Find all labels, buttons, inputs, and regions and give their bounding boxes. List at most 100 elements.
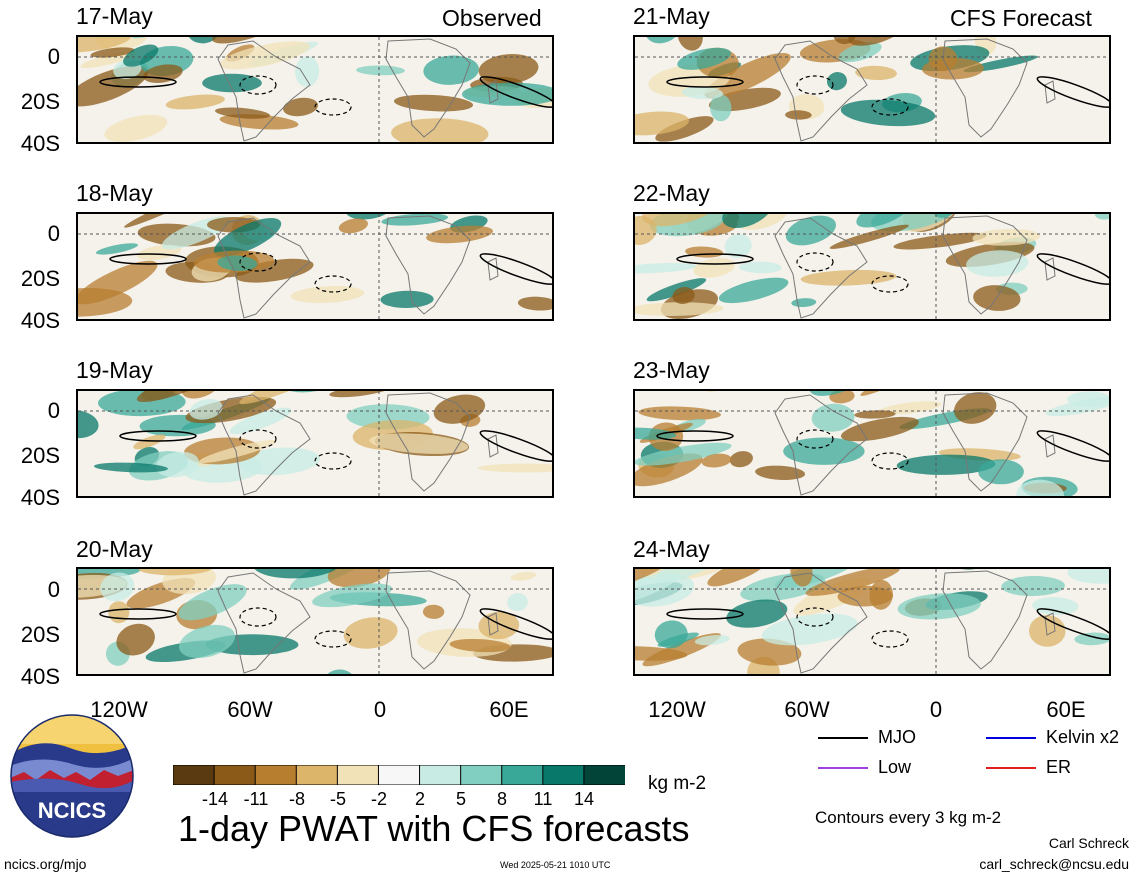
legend-er: ER — [1046, 757, 1072, 777]
south-america-outline — [774, 394, 868, 496]
pwat-anomaly-blob — [165, 94, 225, 110]
pwat-anomaly-blob — [694, 635, 730, 646]
pwat-anomaly-blob — [729, 451, 753, 468]
colorbar-tick: -8 — [288, 789, 305, 809]
legend-low: Low — [878, 757, 912, 777]
mjo-contour-negative — [871, 452, 909, 470]
pwat-field — [78, 37, 552, 142]
pwat-anomaly-blob — [229, 407, 292, 435]
lon-label-60w: 60W — [784, 697, 830, 722]
pwat-anomaly-blob — [972, 228, 1041, 246]
low-line-swatch — [818, 767, 868, 769]
contour-note: Contours every 3 kg m-2 — [815, 808, 1002, 827]
pwat-anomaly-blob — [202, 73, 262, 93]
pwat-anomaly-blob — [1095, 214, 1109, 220]
pwat-anomaly-blob — [327, 569, 391, 588]
mjo-contour-negative — [239, 75, 277, 95]
pwat-anomaly-blob — [181, 391, 221, 399]
footer-email: carl_schreck@ncsu.edu — [979, 856, 1129, 872]
colorbar-swatch — [336, 764, 380, 786]
pwat-anomaly-blob — [871, 214, 959, 232]
mjo-contour-negative — [314, 275, 352, 293]
mjo-contour-negative — [796, 607, 834, 627]
pwat-anomaly-blob — [345, 214, 393, 220]
kelvin-line-swatch — [986, 737, 1036, 739]
pwat-anomaly-blob — [978, 459, 1024, 485]
pwat-anomaly-blob — [1032, 597, 1079, 615]
pwat-anomaly-blob — [100, 572, 135, 602]
lon-label-60e: 60E — [489, 697, 529, 722]
pwat-anomaly-blob — [136, 391, 229, 403]
pwat-anomaly-blob — [672, 287, 695, 304]
lon-label-0: 0 — [929, 697, 943, 722]
pwat-map — [633, 567, 1111, 676]
lat-label-20s: 20S — [20, 443, 60, 468]
pwat-anomaly-blob — [343, 617, 398, 649]
pwat-anomaly-blob — [1001, 576, 1065, 597]
lon-label-120w: 120W — [90, 697, 148, 722]
pwat-anomaly-blob — [829, 224, 909, 249]
madagascar-outline — [1044, 612, 1056, 636]
panel-date: 18-May — [76, 180, 153, 206]
footer-timestamp: Wed 2025-05-21 1010 UTC — [500, 860, 611, 870]
colorbar-tick: 2 — [414, 789, 425, 809]
lat-label-0: 0 — [47, 44, 60, 69]
africa-outline — [385, 38, 471, 138]
legend-kelvin: Kelvin x2 — [1046, 727, 1120, 747]
colorbar-swatch — [583, 764, 627, 786]
colorbar-swatch — [460, 764, 503, 786]
pwat-anomaly-blob — [80, 51, 138, 69]
mjo-contour — [1036, 253, 1109, 285]
pwat-anomaly-blob — [517, 296, 552, 311]
mjo-contour-negative — [239, 429, 277, 449]
figure-title: 1-day PWAT with CFS forecasts — [178, 808, 690, 849]
pwat-anomaly-blob — [922, 58, 984, 80]
colorbar-swatch — [419, 764, 462, 786]
pwat-anomaly-blob — [104, 114, 168, 142]
lat-label-40s: 40S — [20, 308, 60, 333]
pwat-anomaly-blob — [124, 214, 216, 228]
mjo-contour — [656, 430, 734, 442]
mjo-contour-negative — [314, 630, 352, 648]
madagascar-outline — [1044, 257, 1056, 281]
pwat-anomaly-blob — [755, 465, 806, 481]
lat-label-20s: 20S — [20, 622, 60, 647]
er-line-swatch — [986, 767, 1036, 769]
pwat-map — [76, 212, 554, 321]
pwat-anomaly-blob — [635, 111, 690, 136]
lat-label-20s: 20S — [20, 266, 60, 291]
pwat-anomaly-blob — [635, 569, 674, 588]
lat-label-0: 0 — [47, 577, 60, 602]
lon-label-60e: 60E — [1046, 697, 1086, 722]
panel-date: 22-May — [633, 180, 710, 206]
colorbar-units: kg m-2 — [648, 773, 707, 794]
pwat-anomaly-blob — [693, 257, 736, 278]
pwat-anomaly-blob — [380, 290, 434, 308]
pwat-anomaly-blob — [701, 453, 732, 468]
mjo-contour-negative — [314, 452, 352, 470]
ncics-logo: NCICS — [10, 714, 134, 838]
pwat-anomaly-blob — [239, 391, 324, 405]
pwat-anomaly-blob — [356, 65, 405, 76]
pwat-map — [76, 35, 554, 144]
pwat-anomaly-blob — [826, 72, 848, 91]
pwat-anomaly-blob — [724, 234, 752, 258]
africa-outline — [385, 570, 471, 670]
madagascar-outline — [487, 612, 499, 636]
colorbar-tick: 5 — [455, 789, 466, 809]
pwat-field — [78, 569, 552, 674]
panel-date: 23-May — [633, 357, 710, 383]
pwat-anomaly-blob — [855, 65, 897, 81]
lat-label-0: 0 — [47, 398, 60, 423]
mjo-contour-negative — [796, 252, 834, 272]
pwat-anomaly-blob — [329, 391, 390, 398]
pwat-anomaly-blob — [214, 218, 282, 257]
pwat-anomaly-blob — [677, 47, 732, 70]
pwat-anomaly-blob — [897, 593, 981, 620]
lat-label-40s: 40S — [20, 131, 60, 156]
mjo-contour-negative — [239, 607, 277, 627]
colorbar-swatch — [254, 764, 298, 786]
africa-outline — [942, 215, 1028, 315]
pwat-anomaly-blob — [283, 97, 318, 117]
pwat-anomaly-blob — [90, 47, 135, 58]
